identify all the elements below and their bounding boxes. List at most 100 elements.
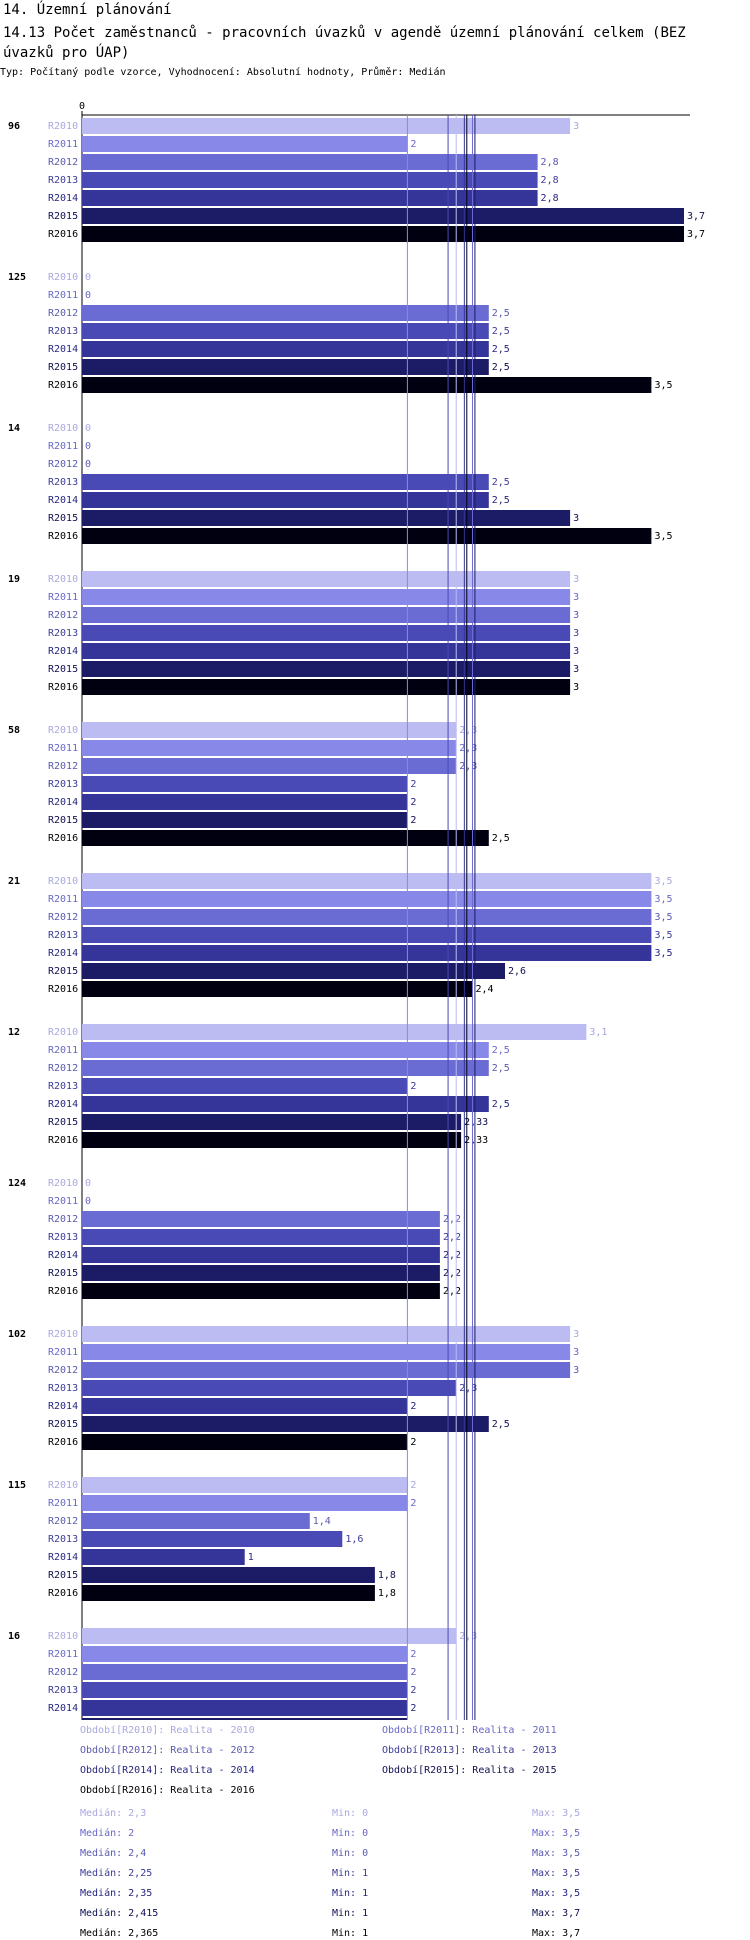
data-label: 2 xyxy=(410,1667,416,1678)
data-label: 2 xyxy=(410,1498,416,1509)
data-label: 3,7 xyxy=(687,229,705,240)
group-label: 12 xyxy=(8,1027,20,1038)
series-label: R2016 xyxy=(48,984,78,995)
data-label: 3 xyxy=(573,1329,579,1340)
bar xyxy=(82,661,571,677)
legend-item: Období[R2015]: Realita - 2015 xyxy=(382,1765,557,1776)
bar xyxy=(82,909,652,925)
data-label: 2,5 xyxy=(492,1063,510,1074)
series-label: R2016 xyxy=(48,531,78,542)
series-label: R2015 xyxy=(48,966,78,977)
legend-item: Období[R2013]: Realita - 2013 xyxy=(382,1745,557,1756)
series-label: R2012 xyxy=(48,1214,78,1225)
data-label: 2,2 xyxy=(443,1286,461,1297)
series-label: R2016 xyxy=(48,1135,78,1146)
data-label: 3 xyxy=(573,1347,579,1358)
series-label: R2016 xyxy=(48,229,78,240)
group-label: 96 xyxy=(8,121,20,132)
series-label: R2013 xyxy=(48,1232,78,1243)
data-label: 3 xyxy=(573,628,579,639)
bar xyxy=(82,1096,489,1112)
stat-median: Medián: 2,3 xyxy=(80,1808,147,1819)
bar xyxy=(82,359,489,375)
group-label: 125 xyxy=(8,272,26,283)
stat-min: Min: 1 xyxy=(332,1868,369,1879)
bar xyxy=(82,794,408,810)
series-label: R2013 xyxy=(48,1534,78,1545)
bar xyxy=(82,1700,408,1716)
bar xyxy=(82,830,489,846)
series-label: R2011 xyxy=(48,1045,78,1056)
series-label: R2014 xyxy=(48,344,78,355)
data-label: 2,5 xyxy=(492,1099,510,1110)
series-label: R2015 xyxy=(48,513,78,524)
data-label: 2,2 xyxy=(443,1250,461,1261)
series-label: R2010 xyxy=(48,423,78,434)
series-label: R2011 xyxy=(48,1498,78,1509)
bar xyxy=(82,927,652,943)
stat-min: Min: 0 xyxy=(332,1808,369,1819)
data-label: 0 xyxy=(85,423,91,434)
bar-chart: 0 96 R2010 3 R2011 2 R2012 2,8 R2013 2,8 R2014 2,8 R… xyxy=(8,101,705,1720)
series-label: R2013 xyxy=(48,628,78,639)
data-label: 3 xyxy=(573,574,579,585)
stat-max: Max: 3,5 xyxy=(532,1808,581,1819)
data-label: 1,6 xyxy=(345,1534,363,1545)
bar xyxy=(82,474,489,490)
bar xyxy=(82,154,538,170)
stat-median: Medián: 2,415 xyxy=(80,1908,159,1919)
data-label: 3,1 xyxy=(589,1027,607,1038)
bar xyxy=(82,1247,440,1263)
data-label: 1,4 xyxy=(313,1516,331,1527)
stat-max: Max: 3,5 xyxy=(532,1848,581,1859)
series-label: R2011 xyxy=(48,290,78,301)
data-label: 2 xyxy=(410,1685,416,1696)
bar xyxy=(82,377,652,393)
data-label: 1,8 xyxy=(378,1588,396,1599)
series-label: R2010 xyxy=(48,1480,78,1491)
bar xyxy=(82,528,652,544)
bar xyxy=(82,1326,571,1342)
bar xyxy=(82,1229,440,1245)
group-label: 124 xyxy=(8,1178,26,1189)
data-label: 3 xyxy=(573,592,579,603)
data-label: 2,2 xyxy=(443,1232,461,1243)
data-label: 2,5 xyxy=(492,1045,510,1056)
legend-item: Období[R2011]: Realita - 2011 xyxy=(382,1725,557,1736)
series-label: R2010 xyxy=(48,1329,78,1340)
data-label: 0 xyxy=(85,441,91,452)
bar xyxy=(82,1585,375,1601)
series-label: R2011 xyxy=(48,894,78,905)
series-label: R2010 xyxy=(48,272,78,283)
data-label: 2,3 xyxy=(459,1383,477,1394)
bar xyxy=(82,1682,408,1698)
stat-max: Max: 3,5 xyxy=(532,1828,581,1839)
series-label: R2012 xyxy=(48,912,78,923)
data-label: 3 xyxy=(573,1365,579,1376)
data-label: 3,5 xyxy=(654,876,672,887)
data-label: 2 xyxy=(410,1437,416,1448)
bar xyxy=(82,679,571,695)
series-label: R2015 xyxy=(48,362,78,373)
series-label: R2014 xyxy=(48,1250,78,1261)
bar xyxy=(82,1477,408,1493)
bar xyxy=(82,305,489,321)
stat-median: Medián: 2 xyxy=(80,1828,135,1839)
series-label: R2011 xyxy=(48,1649,78,1660)
stat-max: Max: 3,5 xyxy=(532,1868,581,1879)
bar xyxy=(82,571,571,587)
data-label: 2 xyxy=(410,139,416,150)
series-label: R2011 xyxy=(48,1347,78,1358)
bar xyxy=(82,981,473,997)
series-label: R2014 xyxy=(48,1099,78,1110)
x-tick-label: 0 xyxy=(79,101,85,112)
series-label: R2012 xyxy=(48,610,78,621)
data-label: 2,8 xyxy=(541,157,559,168)
data-label: 1,8 xyxy=(378,1570,396,1581)
bar xyxy=(82,1718,408,1720)
series-label: R2010 xyxy=(48,725,78,736)
data-label: 2,5 xyxy=(492,308,510,319)
bar xyxy=(82,740,457,756)
data-label: 2 xyxy=(410,797,416,808)
bar xyxy=(82,1283,440,1299)
